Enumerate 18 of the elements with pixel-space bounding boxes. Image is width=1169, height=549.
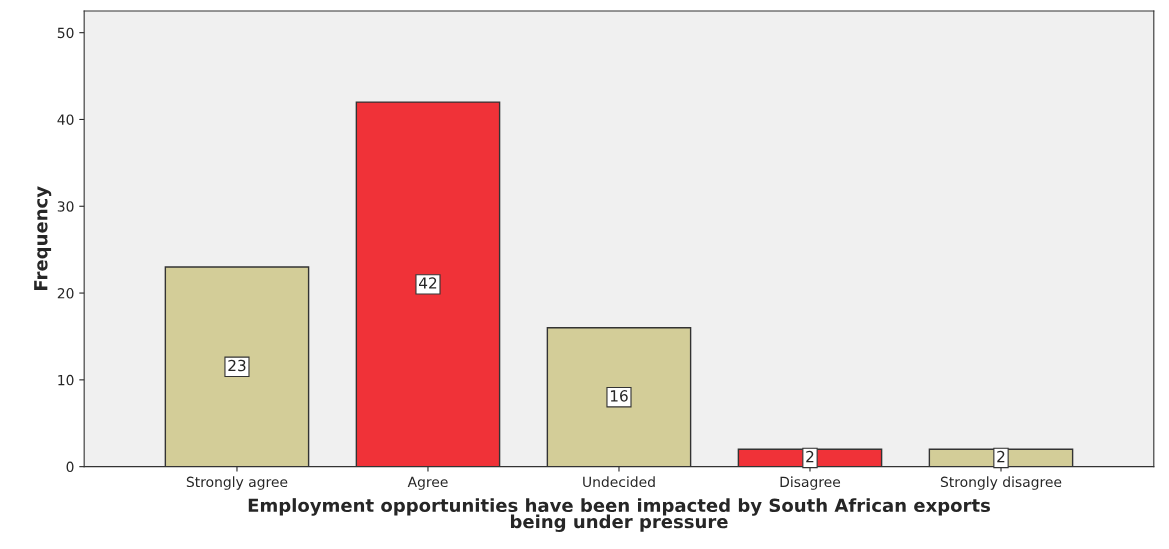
data-label: 2	[997, 450, 1005, 463]
y-axis-title: Frequency	[34, 186, 52, 290]
x-tick-label: Disagree	[780, 476, 841, 490]
x-tick-label: Undecided	[583, 476, 655, 488]
data-label: 16	[610, 390, 628, 402]
x-tick-label: Agree	[407, 476, 448, 490]
data-label: 23	[228, 359, 246, 372]
data-label: 2	[806, 450, 814, 463]
y-tick-label: 0	[66, 461, 74, 473]
data-label: 42	[419, 277, 437, 289]
y-tick-label: 50	[57, 27, 74, 39]
x-tick-label: Strongly disagree	[940, 476, 1062, 490]
x-tick-label: Strongly agree	[186, 476, 288, 490]
y-tick-label: 20	[57, 288, 74, 299]
y-tick-label: 30	[57, 201, 74, 212]
y-tick-label: 40	[57, 114, 74, 125]
x-axis-title: Employment opportunities have been impacted by South African exports being under pressure	[248, 498, 990, 533]
y-tick-label: 10	[58, 374, 74, 386]
